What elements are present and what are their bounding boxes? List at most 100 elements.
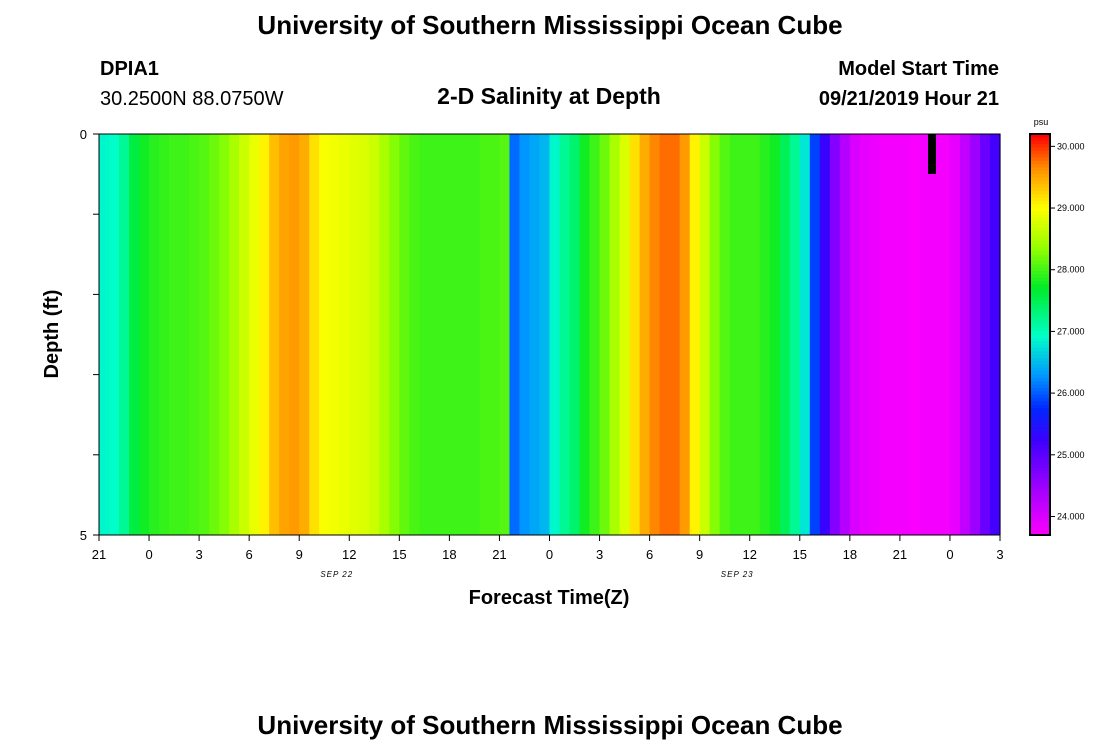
heatmap-cell — [349, 134, 360, 535]
colorbar-band — [1030, 324, 1050, 329]
colorbar-band — [1030, 254, 1050, 259]
colorbar-tick-label: 24.000 — [1057, 511, 1085, 521]
heatmap-cell — [249, 134, 260, 535]
colorbar-band — [1030, 264, 1050, 269]
heatmap-cell — [679, 134, 691, 535]
x-tick-label: 0 — [145, 547, 152, 562]
page-title: University of Southern Mississippi Ocean… — [257, 10, 842, 40]
colorbar-band — [1030, 481, 1050, 486]
colorbar-band — [1030, 260, 1050, 265]
colorbar-band — [1030, 438, 1050, 443]
colorbar-band — [1030, 167, 1050, 172]
colorbar-band — [1030, 334, 1050, 339]
colorbar-band — [1030, 170, 1050, 175]
colorbar-band — [1030, 434, 1050, 439]
heatmap-cell — [549, 134, 561, 535]
colorbar-unit: psu — [1034, 117, 1049, 127]
colorbar-tick-label: 26.000 — [1057, 388, 1085, 398]
colorbar-band — [1030, 297, 1050, 302]
x-tick-label: 3 — [195, 547, 202, 562]
heatmap-cells — [99, 134, 1001, 535]
colorbar-band — [1030, 341, 1050, 346]
colorbar-band — [1030, 217, 1050, 222]
y-tick-label: 0 — [80, 127, 87, 142]
colorbar-band — [1030, 331, 1050, 336]
heatmap-cell — [879, 134, 891, 535]
surface-marker — [928, 134, 936, 174]
station-location: 30.2500N 88.0750W — [100, 88, 284, 110]
heatmap-cell — [339, 134, 350, 535]
colorbar-band — [1030, 531, 1050, 536]
colorbar-band — [1030, 387, 1050, 392]
colorbar-band — [1030, 321, 1050, 326]
colorbar-band — [1030, 154, 1050, 158]
colorbar-band — [1030, 528, 1050, 533]
heatmap-cell — [449, 134, 460, 535]
heatmap-cell — [909, 134, 921, 535]
colorbar-band — [1030, 491, 1050, 496]
heatmap-cell — [839, 134, 851, 535]
heatmap-cell — [359, 134, 370, 535]
colorbar-band — [1030, 304, 1050, 309]
heatmap-cell — [699, 134, 711, 535]
heatmap-cell — [369, 134, 380, 535]
chart-subtitle: 2-D Salinity at Depth — [437, 83, 661, 109]
heatmap-cell — [379, 134, 390, 535]
heatmap-cell — [669, 134, 681, 535]
heatmap-cell — [729, 134, 741, 535]
heatmap-cell — [119, 134, 130, 535]
heatmap-cell — [749, 134, 761, 535]
heatmap-cell — [219, 134, 230, 535]
heatmap-cell — [599, 134, 611, 535]
model-start-value: 09/21/2019 Hour 21 — [819, 88, 999, 110]
heatmap-cell — [919, 134, 931, 535]
heatmap-cell — [889, 134, 901, 535]
colorbar-band — [1030, 471, 1050, 476]
colorbar-band — [1030, 461, 1050, 466]
heatmap-cell — [939, 134, 951, 535]
colorbar-band — [1030, 311, 1050, 316]
colorbar-band — [1030, 177, 1050, 182]
colorbar-band — [1030, 267, 1050, 272]
heatmap-cell — [979, 134, 991, 535]
colorbar-band — [1030, 488, 1050, 493]
colorbar-band — [1030, 144, 1050, 148]
colorbar-band — [1030, 367, 1050, 372]
heatmap-cell — [99, 134, 110, 535]
colorbar-band — [1030, 484, 1050, 489]
heatmap-cell — [769, 134, 781, 535]
heatmap-cell — [459, 134, 471, 535]
heatmap-cell — [169, 134, 180, 535]
heatmap-cell — [319, 134, 330, 535]
colorbar-tick-label: 25.000 — [1057, 450, 1085, 460]
x-tick-label: 12 — [742, 547, 756, 562]
colorbar-band — [1030, 364, 1050, 369]
heatmap-cell — [189, 134, 200, 535]
x-tick-label: 15 — [793, 547, 807, 562]
colorbar-band — [1030, 224, 1050, 229]
heatmap-cell — [429, 134, 440, 535]
heatmap-cell — [789, 134, 801, 535]
colorbar-band — [1030, 137, 1050, 142]
colorbar-tick-label: 27.000 — [1057, 326, 1085, 336]
heatmap-cell — [409, 134, 420, 535]
colorbar-band — [1030, 214, 1050, 219]
heatmap-cell — [559, 134, 571, 535]
colorbar-ticks: 30.000 29.000 28.000 27.000 26.000 25.000 24.0… — [1050, 141, 1085, 521]
colorbar-band — [1030, 287, 1050, 292]
colorbar-band — [1030, 200, 1050, 205]
heatmap-cell — [419, 134, 430, 535]
heatmap-cell — [899, 134, 911, 535]
colorbar-band — [1030, 468, 1050, 473]
colorbar-band — [1030, 240, 1050, 245]
colorbar-band — [1030, 344, 1050, 349]
heatmap-cell — [569, 134, 581, 535]
colorbar-band — [1030, 207, 1050, 212]
heatmap-cell — [309, 134, 320, 535]
colorbar-band — [1030, 281, 1050, 285]
heatmap-cell — [609, 134, 621, 535]
x-tick-label: 6 — [646, 547, 653, 562]
heatmap-cell — [469, 134, 481, 535]
heatmap-cell — [479, 134, 491, 535]
